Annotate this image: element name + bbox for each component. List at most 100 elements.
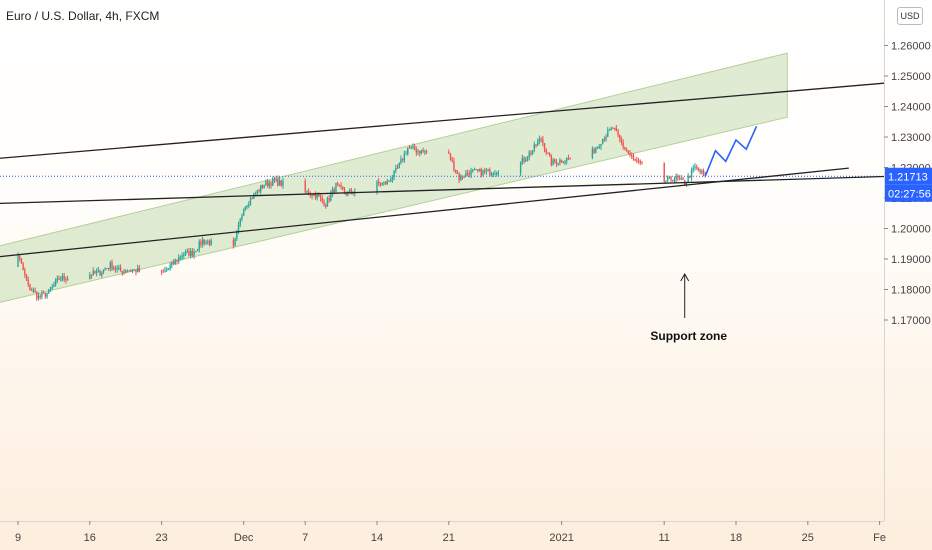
candle-body <box>195 251 197 253</box>
candle <box>336 181 339 187</box>
candle <box>631 152 633 160</box>
candle-body <box>472 169 474 171</box>
candle <box>593 147 595 154</box>
candle <box>632 152 635 161</box>
candle-body <box>405 153 407 155</box>
candle-body <box>309 194 312 196</box>
candle-body <box>172 262 175 265</box>
price-tick-label: 1.19000 <box>891 254 931 266</box>
candle-body <box>624 147 626 150</box>
candle <box>672 179 674 182</box>
candle <box>166 267 168 272</box>
candle <box>460 174 462 181</box>
candle-body <box>555 161 558 165</box>
candle <box>138 265 141 273</box>
candle-body <box>665 180 667 182</box>
time-tick-label: Dec <box>234 532 254 544</box>
support-zone-label: Support zone <box>650 329 727 343</box>
candle <box>521 154 524 165</box>
candle-body <box>562 162 565 164</box>
candle-body <box>601 139 604 145</box>
candle-body <box>401 159 404 161</box>
candle-body <box>237 225 240 233</box>
candle <box>540 136 542 143</box>
candle-body <box>619 134 621 139</box>
candle <box>321 194 323 204</box>
candle-body <box>164 270 166 272</box>
candle <box>44 292 47 299</box>
candle <box>164 266 166 273</box>
candle <box>350 187 353 195</box>
candle <box>680 174 682 181</box>
candle <box>119 264 122 272</box>
currency-button[interactable]: USD <box>897 7 923 25</box>
candle-body <box>121 271 123 274</box>
candle-body <box>49 288 52 290</box>
candle-body <box>56 278 59 281</box>
candle <box>424 149 426 155</box>
candle-body <box>179 257 182 259</box>
candle-body <box>521 158 524 163</box>
candle-body <box>325 205 327 207</box>
candle-body <box>280 180 282 186</box>
candle-body <box>319 196 322 199</box>
candle-body <box>687 175 689 182</box>
candle <box>617 128 619 138</box>
candle <box>388 179 390 182</box>
trendline-1 <box>0 82 884 159</box>
candle-body <box>256 190 259 194</box>
candle-body <box>677 176 679 179</box>
candle <box>395 164 397 174</box>
candle-body <box>535 144 537 146</box>
candle <box>569 157 571 160</box>
candle <box>694 163 696 171</box>
candle <box>677 173 679 182</box>
candle-body <box>278 180 281 186</box>
candle-body <box>482 170 484 176</box>
candle-body <box>263 185 265 188</box>
candle-body <box>489 169 491 176</box>
candle <box>116 265 118 273</box>
candle <box>536 138 539 146</box>
candle <box>94 270 96 275</box>
candle <box>407 147 409 156</box>
candle-body <box>477 169 479 171</box>
support-arrow-head <box>680 272 690 282</box>
candle <box>41 290 43 300</box>
candle-body <box>702 170 705 175</box>
candle-body <box>692 168 694 170</box>
candle <box>97 266 100 273</box>
candle <box>210 238 212 246</box>
candle <box>186 248 188 254</box>
candle-body <box>396 167 399 169</box>
candle <box>547 152 549 155</box>
candle-body <box>408 147 411 149</box>
candle <box>413 143 416 151</box>
candle-body <box>41 292 43 297</box>
candle-body <box>620 138 623 143</box>
candle <box>201 236 204 248</box>
candle <box>314 191 317 200</box>
candle <box>19 254 21 262</box>
candle-body <box>200 241 202 245</box>
candle-body <box>268 182 270 186</box>
candle <box>666 175 669 183</box>
last-price-label: 1.21713 <box>888 171 928 183</box>
candle-body <box>627 150 629 154</box>
candle-body <box>389 180 392 182</box>
candle <box>624 146 626 151</box>
candle-body <box>304 181 306 192</box>
candle-body <box>480 168 482 176</box>
candle <box>519 161 522 177</box>
candle-body <box>328 198 330 201</box>
candle <box>610 126 612 131</box>
candle-body <box>30 289 33 291</box>
candle-body <box>177 257 180 262</box>
candle <box>114 265 117 273</box>
candle <box>167 267 170 271</box>
candle-body <box>386 181 388 185</box>
candle-body <box>564 160 566 163</box>
candle <box>265 179 267 186</box>
